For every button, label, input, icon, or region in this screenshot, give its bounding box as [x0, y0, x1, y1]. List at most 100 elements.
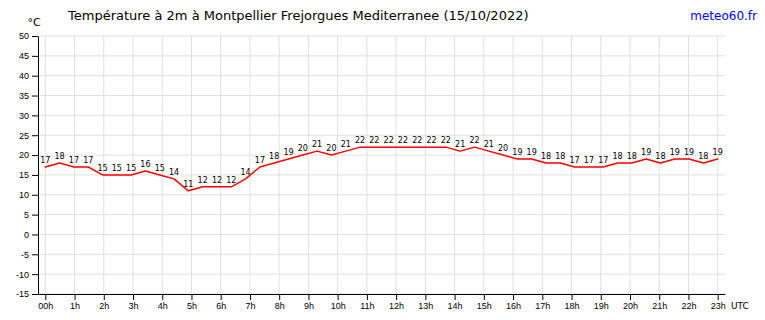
x-tick-mark	[425, 294, 426, 300]
y-tick: -15	[16, 289, 38, 299]
y-tick-mark	[32, 294, 38, 295]
y-tick-mark	[32, 135, 38, 136]
marks	[45, 147, 717, 191]
grid-line-y	[38, 274, 725, 275]
x-tick: 16h	[506, 294, 521, 311]
grid-line-x	[396, 36, 397, 294]
x-tick-label: 17h	[535, 301, 550, 311]
x-tick-label: 4h	[158, 301, 168, 311]
x-tick-label: 1h	[70, 301, 80, 311]
grid-line-y	[38, 214, 725, 215]
data-label: 22	[441, 136, 451, 145]
data-label: 18	[55, 152, 65, 161]
x-tick-label: 13h	[418, 301, 433, 311]
grid-line-x	[717, 36, 718, 294]
data-label: 12	[226, 176, 236, 185]
data-label: 18	[555, 152, 565, 161]
data-label: 21	[312, 140, 322, 149]
x-tick-mark	[513, 294, 514, 300]
x-tick-mark	[338, 294, 339, 300]
y-tick-mark	[32, 155, 38, 156]
data-label: 21	[455, 140, 465, 149]
y-tick: 20	[19, 150, 38, 160]
y-tick: 40	[19, 71, 38, 81]
x-tick-mark	[104, 294, 105, 300]
x-tick-label: 18h	[565, 301, 580, 311]
x-tick-label: 15h	[477, 301, 492, 311]
y-tick-label: 0	[24, 230, 29, 240]
x-tick: 9h	[304, 294, 314, 311]
y-tick-mark	[32, 96, 38, 97]
y-tick-mark	[32, 36, 38, 37]
grid-line-x	[542, 36, 543, 294]
data-label: 21	[341, 140, 351, 149]
x-tick-label: 9h	[304, 301, 314, 311]
data-label: 15	[155, 164, 165, 173]
x-tick-mark	[250, 294, 251, 300]
data-label: 12	[198, 176, 208, 185]
data-label: 19	[512, 148, 522, 157]
x-tick-label: 00h	[38, 301, 53, 311]
data-labels: 1718171715151516151411121212141718192021…	[40, 136, 723, 189]
x-tick-mark	[630, 294, 631, 300]
y-tick-label: -15	[16, 289, 29, 299]
grid-line-x	[688, 36, 689, 294]
x-tick: 14h	[448, 294, 463, 311]
y-tick: 45	[19, 51, 38, 61]
data-label: 22	[398, 136, 408, 145]
x-tick: 3h	[129, 294, 139, 311]
x-tick-label: 3h	[129, 301, 139, 311]
x-tick-label: 6h	[216, 301, 226, 311]
y-tick-label: 35	[19, 91, 29, 101]
grid-line-x	[425, 36, 426, 294]
data-label: 19	[527, 148, 537, 157]
x-tick-mark	[718, 294, 719, 300]
watermark: meteo60.fr	[690, 9, 757, 23]
data-label: 17	[83, 156, 93, 165]
x-tick-label: 16h	[506, 301, 521, 311]
data-label: 20	[298, 144, 308, 153]
data-label: 17	[570, 156, 580, 165]
grid-line-x	[279, 36, 280, 294]
grid-line-x	[659, 36, 660, 294]
data-label: 19	[670, 148, 680, 157]
grid-line-x	[191, 36, 192, 294]
grid-line-y	[38, 115, 725, 116]
data-label: 19	[684, 148, 694, 157]
x-tick-mark	[367, 294, 368, 300]
data-label: 22	[355, 136, 365, 145]
y-tick-mark	[32, 56, 38, 57]
x-tick: 20h	[623, 294, 638, 311]
grid-line-x	[454, 36, 455, 294]
chart: 00h1h2h3h4h5h6h7h8h9h10h11h12h13h14h15h1…	[0, 0, 765, 320]
grid-line-y	[38, 95, 725, 96]
data-label: 22	[369, 136, 379, 145]
x-tick: 11h	[360, 294, 374, 311]
x-tick-label: 8h	[275, 301, 285, 311]
x-tick-mark	[601, 294, 602, 300]
x-tick: 12h	[389, 294, 404, 311]
y-tick: -10	[16, 270, 38, 280]
y-tick-mark	[32, 254, 38, 255]
grid-line-y	[38, 55, 725, 56]
x-tick-mark	[45, 294, 46, 300]
y-tick: 35	[19, 91, 38, 101]
y-tick-mark	[32, 274, 38, 275]
x-tick-mark	[659, 294, 660, 300]
y-label: °C	[27, 16, 41, 29]
x-tick: 5h	[187, 294, 197, 311]
y-tick: 50	[19, 31, 38, 41]
x-tick-mark	[162, 294, 163, 300]
grid-line-x	[483, 36, 484, 294]
data-label: 22	[384, 136, 394, 145]
grid-line-y	[38, 294, 725, 295]
y-tick-mark	[32, 76, 38, 77]
x-tick-label: 12h	[389, 301, 404, 311]
data-label: 19	[283, 148, 293, 157]
data-label: 18	[269, 152, 279, 161]
data-label: 22	[469, 136, 479, 145]
y-tick-label: 5	[24, 210, 29, 220]
temperature-line	[45, 147, 717, 191]
x-tick-label: 14h	[448, 301, 463, 311]
grid-line-x	[74, 36, 75, 294]
